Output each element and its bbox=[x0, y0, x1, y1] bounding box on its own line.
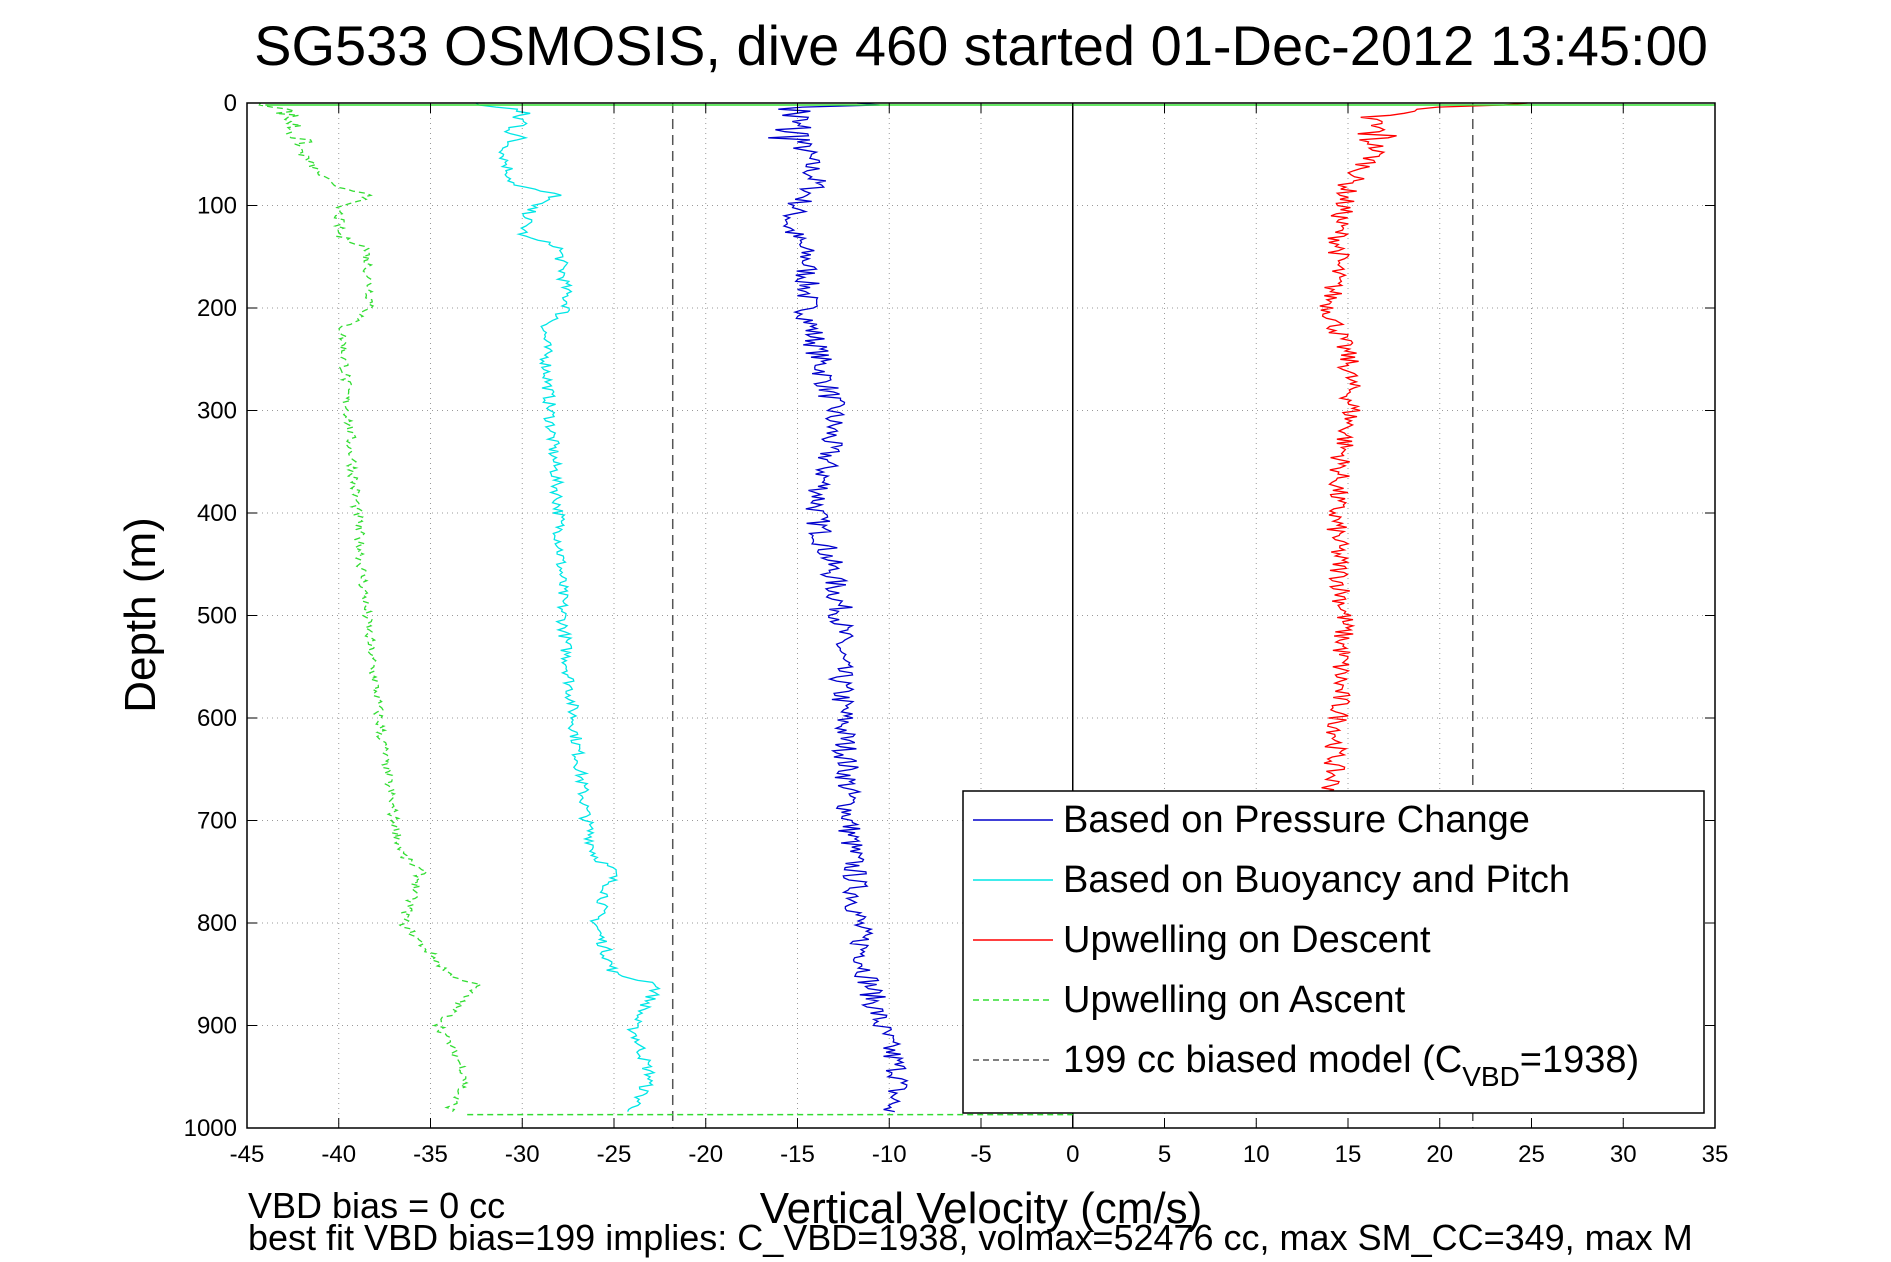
legend-label: Upwelling on Ascent bbox=[1063, 979, 1406, 1021]
legend-label: Upwelling on Descent bbox=[1063, 919, 1431, 961]
series-line-1 bbox=[475, 102, 661, 1112]
y-axis-label: Depth (m) bbox=[116, 517, 165, 713]
legend-box bbox=[962, 790, 1705, 1114]
x-tick-label: 10 bbox=[1243, 1141, 1270, 1168]
y-tick-label: 400 bbox=[197, 500, 237, 527]
series-line-0 bbox=[768, 102, 909, 1113]
x-tick-label: -40 bbox=[321, 1141, 356, 1168]
legend-label: Based on Buoyancy and Pitch bbox=[1063, 859, 1570, 901]
x-tick-label: 35 bbox=[1702, 1141, 1729, 1168]
y-tick-label: 900 bbox=[197, 1013, 237, 1040]
chart-title: SG533 OSMOSIS, dive 460 started 01-Dec-2… bbox=[254, 14, 1708, 77]
legend-label: Based on Pressure Change bbox=[1063, 799, 1530, 841]
y-tick-label: 100 bbox=[197, 193, 237, 220]
x-tick-label: -10 bbox=[872, 1141, 907, 1168]
x-tick-label: -15 bbox=[780, 1141, 815, 1168]
series-layer bbox=[258, 102, 1715, 1116]
y-tick-label: 200 bbox=[197, 295, 237, 322]
x-tick-label: 25 bbox=[1518, 1141, 1545, 1168]
x-tick-label: -45 bbox=[230, 1141, 265, 1168]
x-tick-label: 30 bbox=[1610, 1141, 1637, 1168]
y-tick-label: 800 bbox=[197, 910, 237, 937]
y-tick-label: 600 bbox=[197, 705, 237, 732]
legend-label: 199 cc biased model (CVBD=1938) bbox=[1063, 1039, 1639, 1092]
y-tick-label: 1000 bbox=[184, 1115, 237, 1142]
x-tick-label: 5 bbox=[1158, 1141, 1171, 1168]
series-line-3 bbox=[258, 102, 484, 1113]
legend: Based on Pressure Change Based on Buoyanc… bbox=[962, 790, 1705, 1114]
x-tick-label: -5 bbox=[970, 1141, 991, 1168]
x-axis-label: Vertical Velocity (cm/s) bbox=[760, 1184, 1203, 1233]
x-tick-label: -35 bbox=[413, 1141, 448, 1168]
y-tick-label: 0 bbox=[224, 90, 237, 117]
y-tick-label: 300 bbox=[197, 398, 237, 425]
x-tick-label: 15 bbox=[1335, 1141, 1362, 1168]
footer-vbd-bias: VBD bias = 0 cc bbox=[248, 1185, 505, 1226]
y-axis-ticks: 0 100 200 300 400 500 600 700 800 900 1000 bbox=[184, 90, 1715, 1142]
x-tick-label: 20 bbox=[1426, 1141, 1453, 1168]
series-line-2 bbox=[1319, 102, 1528, 822]
x-tick-label: 0 bbox=[1066, 1141, 1079, 1168]
y-tick-label: 700 bbox=[197, 808, 237, 835]
footer-best-fit: best fit VBD bias=199 implies: C_VBD=193… bbox=[248, 1217, 1693, 1258]
x-axis-ticks: -45 -40 -35 -30 -25 -20 -15 -10 -5 0 5 10 15 20 25 30 35 bbox=[230, 103, 1729, 1168]
x-tick-label: -30 bbox=[505, 1141, 540, 1168]
y-tick-label: 500 bbox=[197, 603, 237, 630]
x-tick-label: -20 bbox=[688, 1141, 723, 1168]
x-tick-label: -25 bbox=[597, 1141, 632, 1168]
